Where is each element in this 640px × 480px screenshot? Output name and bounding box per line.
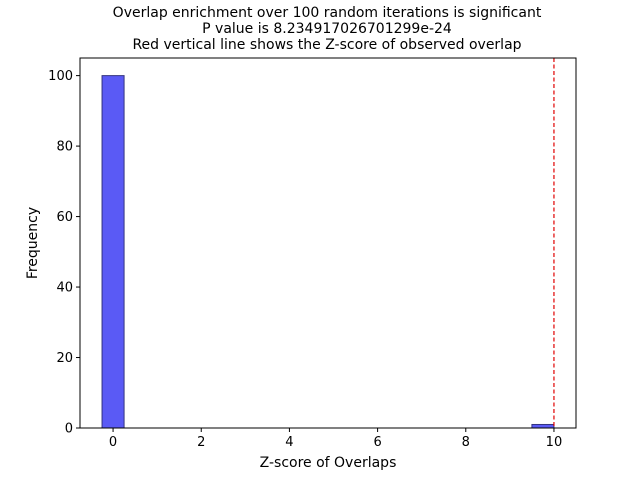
chart-title: Overlap enrichment over 100 random itera… <box>113 5 542 53</box>
x-tick-label-10: 10 <box>546 435 563 450</box>
x-axis-label: Z-score of Overlaps <box>260 455 397 471</box>
x-tick-label-8: 8 <box>462 435 470 450</box>
x-tick-label-6: 6 <box>373 435 381 450</box>
histogram-bar-0 <box>101 75 125 429</box>
y-tick-label-80: 80 <box>56 140 73 155</box>
y-tick-label-100: 100 <box>48 69 73 84</box>
y-tick-label-0: 0 <box>65 422 73 437</box>
x-axis-ticks: 0 2 4 6 8 10 <box>109 428 562 450</box>
title-line-3: Red vertical line shows the Z-score of o… <box>132 37 521 53</box>
y-tick-label-20: 20 <box>56 351 73 366</box>
histogram-bar-1 <box>531 423 555 429</box>
x-tick-label-4: 4 <box>285 435 293 450</box>
title-line-2: P value is 8.234917026701299e-24 <box>202 21 452 37</box>
y-tick-label-60: 60 <box>56 210 73 225</box>
title-line-1: Overlap enrichment over 100 random itera… <box>113 5 542 21</box>
y-axis-ticks: 0 20 40 60 80 100 <box>48 69 80 437</box>
x-tick-label-0: 0 <box>109 435 117 450</box>
histogram-bars <box>101 75 555 429</box>
x-tick-label-2: 2 <box>197 435 205 450</box>
plot-frame <box>79 57 577 429</box>
y-axis-label: Frequency <box>25 207 41 279</box>
y-tick-label-40: 40 <box>56 281 73 296</box>
